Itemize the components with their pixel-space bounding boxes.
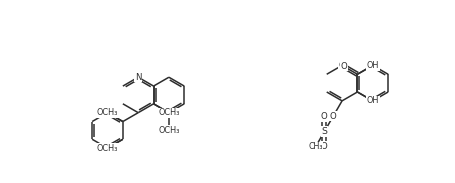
Text: O: O [320, 142, 327, 151]
Text: OCH₃: OCH₃ [96, 144, 118, 153]
Text: OCH₃: OCH₃ [96, 108, 118, 117]
Text: O: O [338, 61, 345, 70]
Text: O: O [329, 112, 336, 121]
Text: OH: OH [366, 96, 378, 105]
Text: O: O [320, 112, 327, 121]
Text: OCH₃: OCH₃ [158, 126, 179, 135]
Text: N: N [135, 73, 141, 82]
Text: OCH₃: OCH₃ [158, 108, 179, 117]
Text: O: O [339, 62, 346, 71]
Text: S: S [321, 127, 327, 136]
Text: OH: OH [366, 61, 378, 70]
Text: CH₃: CH₃ [308, 142, 322, 151]
